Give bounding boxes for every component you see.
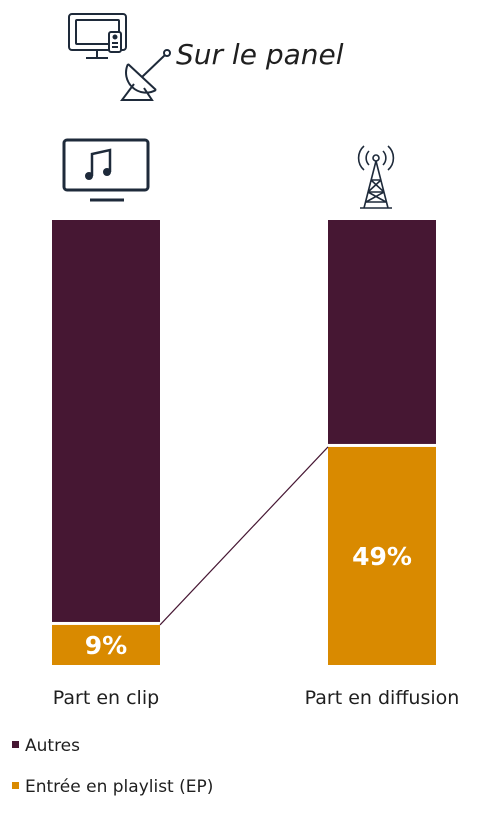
bar-ep-1 xyxy=(328,446,436,665)
music-tv-icon xyxy=(62,138,150,202)
connector-line xyxy=(159,446,329,626)
data-label-ep-0: 9% xyxy=(85,631,127,660)
tv-icon xyxy=(68,13,127,59)
legend-swatch-autres xyxy=(12,740,19,748)
radio-tower-icon xyxy=(357,145,395,209)
bar-autres-0 xyxy=(52,220,160,622)
bar-ep-0 xyxy=(52,624,160,665)
legend-swatch-ep xyxy=(12,781,19,789)
legend-item-ep: Entrée en playlist (EP) xyxy=(12,777,213,797)
x-tick-label-0: Part en clip xyxy=(53,687,159,709)
legend-label-autres: Autres xyxy=(25,736,81,756)
bar-autres-1 xyxy=(328,220,436,444)
satellite-dish-icon xyxy=(120,49,171,101)
page-title: Sur le panel xyxy=(176,38,344,71)
legend-item-autres: Autres xyxy=(12,736,80,756)
legend-label-ep: Entrée en playlist (EP) xyxy=(25,777,214,797)
data-label-ep-1: 49% xyxy=(352,542,412,571)
x-tick-label-1: Part en diffusion xyxy=(305,687,460,709)
